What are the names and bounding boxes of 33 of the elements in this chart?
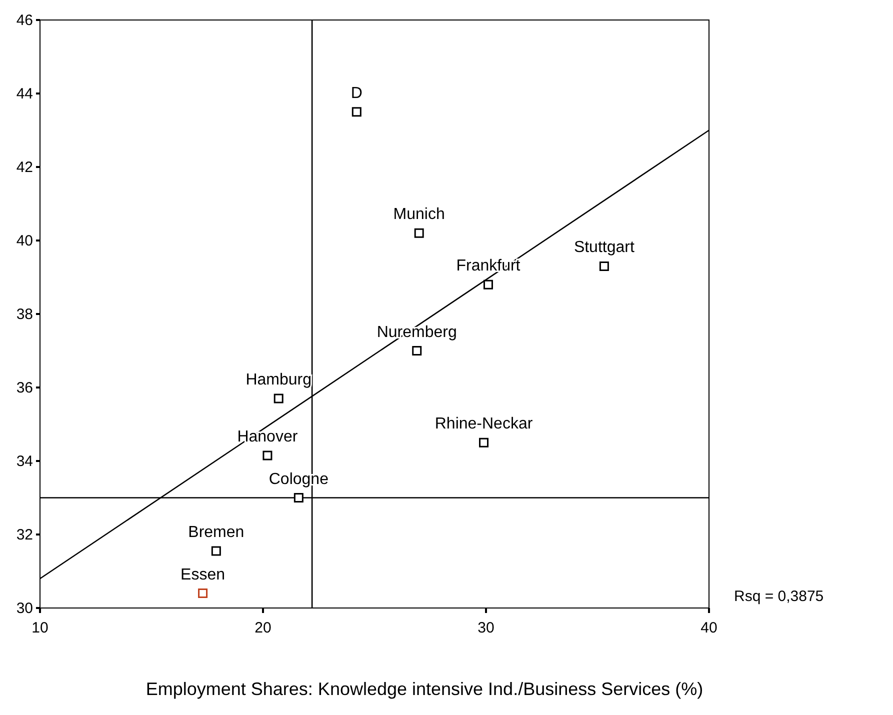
- y-tick-label: 38: [16, 306, 33, 323]
- y-tick-label: 36: [16, 379, 33, 396]
- annotation: Munich: [393, 206, 445, 224]
- point: [294, 493, 304, 502]
- point: [262, 450, 272, 460]
- x-tick-label: 30: [478, 620, 494, 636]
- annotation: Rhine-Neckar: [434, 416, 534, 433]
- annotation: Essen: [180, 566, 226, 584]
- point: [414, 228, 424, 238]
- y-tick-label: 46: [16, 12, 33, 29]
- x-tick-label: 10: [32, 620, 48, 636]
- annotation: D: [350, 84, 362, 102]
- x-tick-label: 40: [700, 620, 718, 636]
- y-tick-label: 30: [16, 600, 33, 617]
- y-tick-label: 40: [16, 232, 33, 250]
- point: [479, 438, 489, 448]
- point: [412, 346, 422, 356]
- point: [274, 394, 284, 404]
- point: [352, 107, 362, 117]
- annotation: Hamburg: [246, 372, 312, 389]
- y-tick-label: 44: [16, 85, 33, 102]
- y-tick-label: 42: [16, 158, 33, 176]
- x-tick-label: 20: [254, 620, 272, 636]
- point: [483, 280, 493, 290]
- annotation: Stuttgart: [574, 239, 635, 256]
- y-tick-label: 32: [16, 526, 33, 544]
- text: Rsq = 0,3875: [734, 588, 824, 605]
- annotation: Bremen: [188, 524, 244, 542]
- point: [599, 261, 609, 271]
- point: [198, 588, 208, 598]
- y-tick-label: 34: [16, 452, 33, 470]
- point: [211, 546, 221, 556]
- x-axis-title: Employment Shares: Knowledge intensive Ind./Business Services (%): [146, 679, 704, 699]
